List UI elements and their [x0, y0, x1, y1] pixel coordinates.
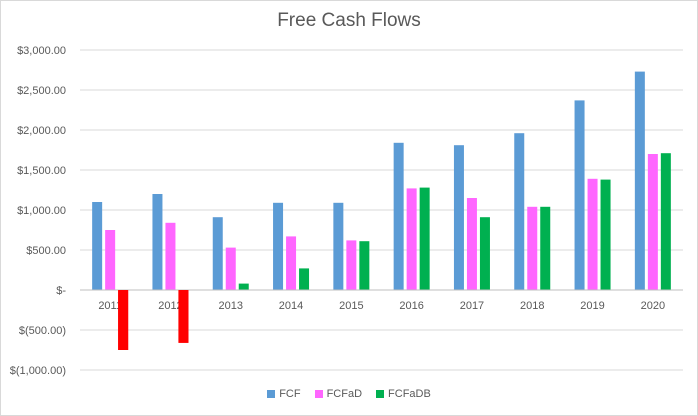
bar-fcfad-2019	[587, 178, 598, 290]
y-tick-label: $(500.00)	[19, 325, 66, 337]
bar-fcfad-2014	[286, 236, 297, 290]
legend-label: FCFaD	[326, 388, 363, 400]
y-tick-label: $2,500.00	[17, 85, 66, 97]
x-tick-label: 2013	[219, 300, 243, 312]
bar-fcfad-2018	[527, 206, 538, 290]
bar-fcfadb-2019	[600, 179, 611, 290]
bar-fcfad-2016	[406, 188, 417, 290]
bar-fcfad-2012	[165, 222, 176, 290]
legend-label: FCF	[279, 388, 301, 400]
y-tick-label: $3,000.00	[17, 45, 66, 57]
bar-fcf-2020	[634, 71, 645, 290]
x-tick-label: 2016	[399, 300, 423, 312]
legend-item-fcfad: FCFaD	[314, 388, 363, 400]
legend-item-fcf: FCF	[267, 388, 301, 400]
legend-swatch	[314, 390, 323, 398]
bar-fcfad-2015	[346, 240, 357, 290]
bar-fcfadb-2014	[299, 268, 310, 290]
x-tick-label: 2019	[580, 300, 604, 312]
y-tick-label: $(1,000.00)	[10, 365, 66, 377]
bar-fcf-2018	[514, 133, 525, 290]
bar-fcfadb-2017	[479, 217, 490, 290]
bar-fcfad-2020	[647, 154, 658, 290]
x-tick-label: 2015	[339, 300, 363, 312]
bar-fcf-2016	[393, 142, 404, 290]
chart-title: Free Cash Flows	[277, 10, 421, 31]
bar-fcfad-2011	[105, 230, 116, 290]
bar-negative-overlay	[178, 290, 189, 343]
bar-fcfadb-2020	[660, 153, 671, 290]
legend: FCF FCFaD FCFaDB	[0, 388, 698, 400]
legend-swatch	[267, 390, 276, 398]
bar-fcf-2013	[212, 217, 223, 290]
y-tick-label: $500.00	[26, 245, 66, 257]
bar-fcf-2019	[574, 100, 585, 291]
bar-fcfadb-2015	[359, 241, 370, 290]
bar-fcfadb-2018	[540, 206, 551, 290]
y-tick-label: $1,500.00	[17, 165, 66, 177]
x-tick-label: 2014	[279, 300, 303, 312]
y-tick-label: $2,000.00	[17, 125, 66, 137]
x-tick-label: 2012	[158, 300, 182, 312]
bar-fcf-2011	[92, 202, 103, 290]
bars	[92, 71, 671, 350]
bar-fcf-2012	[152, 194, 163, 290]
legend-item-fcfadb: FCFaDB	[376, 388, 431, 400]
y-tick-label: $-	[56, 285, 66, 297]
axes: $3,000.00 $2,500.00 $2,000.00 $1,500.00 $1,0…	[10, 45, 683, 377]
legend-label: FCFaDB	[388, 388, 431, 400]
bar-negative-overlay	[118, 290, 129, 350]
legend-swatch	[376, 390, 385, 398]
bar-fcfad-2013	[225, 247, 236, 290]
x-tick-label: 2018	[520, 300, 544, 312]
bar-fcfadb-2013	[238, 283, 249, 290]
y-tick-label: $1,000.00	[17, 205, 66, 217]
x-tick-label: 2017	[460, 300, 484, 312]
bar-fcfadb-2016	[419, 187, 430, 290]
bar-fcf-2015	[333, 202, 344, 290]
x-tick-label: 2011	[98, 300, 122, 312]
bar-fcf-2014	[273, 202, 284, 290]
bar-fcfad-2017	[466, 198, 477, 290]
x-tick-label: 2020	[641, 300, 665, 312]
bar-fcf-2017	[453, 145, 464, 290]
